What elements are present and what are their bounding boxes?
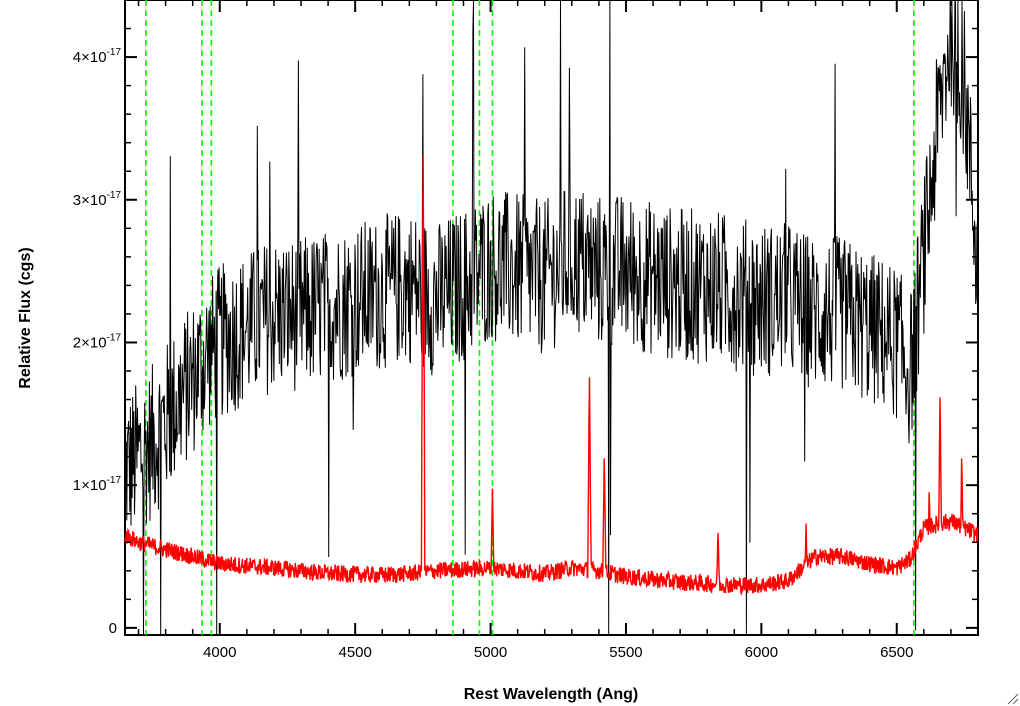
flux-spectrum-line xyxy=(124,0,978,635)
y-axis-label: Relative Flux (cgs) xyxy=(17,247,34,388)
y-tick-label: 2×10-17 xyxy=(73,332,122,351)
x-tick-label: 4000 xyxy=(203,644,236,661)
x-axis: 4000 4500 5000 5500 6000 6500 xyxy=(137,0,979,661)
x-tick-label: 6500 xyxy=(880,644,913,661)
x-tick-label: 5000 xyxy=(474,644,507,661)
y-tick-label: 0 xyxy=(109,620,117,637)
x-tick-label: 5500 xyxy=(609,644,642,661)
y-tick-label: 4×10-17 xyxy=(73,47,122,66)
series-layer xyxy=(124,0,979,635)
model-spectrum-line xyxy=(124,154,979,596)
x-tick-label: 6000 xyxy=(745,644,778,661)
y-tick-label: 1×10-17 xyxy=(73,475,122,494)
x-tick-label: 4500 xyxy=(338,644,371,661)
reference-lines xyxy=(145,0,915,635)
x-axis-label: Rest Wavelength (Ang) xyxy=(464,686,639,703)
plot-frame xyxy=(124,0,979,636)
resize-grip-icon[interactable] xyxy=(1007,693,1019,705)
y-axis: 0 1×10-17 2×10-17 3×10-17 4×10-17 xyxy=(73,27,978,637)
y-tick-label: 3×10-17 xyxy=(73,190,122,209)
